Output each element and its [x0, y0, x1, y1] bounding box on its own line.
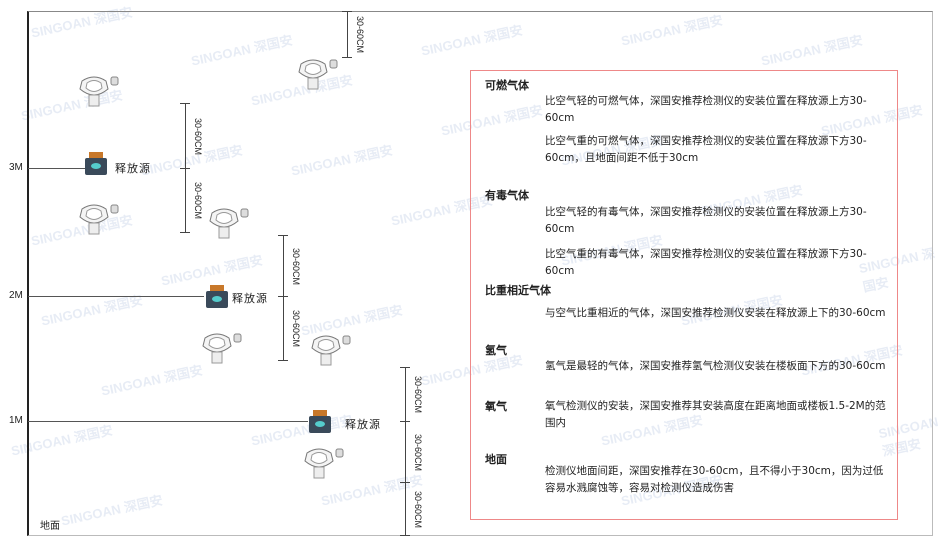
release-source-label: 释放源 [115, 162, 151, 175]
level-line [28, 296, 204, 297]
dimension-line [185, 168, 186, 232]
heading-combustible: 可燃气体 [485, 79, 529, 92]
dimension-label: 30-60CM [413, 490, 423, 528]
dimension-line [405, 482, 406, 535]
text: 与空气比重相近的气体，深国安推荐检测仪安装在释放源上下的30-60cm [545, 307, 886, 319]
level-2m: 2M [9, 290, 23, 301]
dimension-tick [180, 232, 190, 233]
dimension-tick [342, 11, 352, 12]
dimension-label: 30-60CM [193, 117, 203, 155]
text: 比空气轻的可燃气体，深国安推荐检测仪的安装位置在释放源上方30-60cm [545, 95, 867, 124]
gas-detector-icon [310, 334, 352, 370]
dimension-tick [342, 57, 352, 58]
heading-hydrogen: 氢气 [485, 344, 507, 357]
dimension-line [283, 235, 284, 296]
level-line [28, 168, 86, 169]
dimension-line [283, 296, 284, 360]
text: 比空气重的有毒气体，深国安推荐检测仪的安装位置在释放源下方30-60cm [545, 248, 867, 277]
dimension-tick [400, 421, 410, 422]
gas-detector-icon [201, 332, 243, 368]
dimension-tick [278, 235, 288, 236]
dimension-tick [400, 535, 410, 536]
release-source-icon [308, 410, 332, 438]
release-source-icon [84, 152, 108, 180]
gas-detector-icon [78, 75, 120, 111]
dimension-line [405, 421, 406, 482]
dimension-label: 30-60CM [193, 182, 203, 220]
dimension-line [185, 103, 186, 168]
dimension-line [405, 367, 406, 421]
dimension-tick [180, 168, 190, 169]
dimension-tick [278, 360, 288, 361]
release-source-label: 释放源 [232, 292, 268, 305]
dimension-label: 30-60CM [291, 310, 301, 348]
dimension-tick [400, 482, 410, 483]
text: 氧气检测仪的安装，深国安推荐其安装高度在距离地面或楼板1.5-2M的范围内 [545, 400, 886, 429]
release-source-icon [205, 285, 229, 313]
info-panel: 可燃气体 比空气轻的可燃气体，深国安推荐检测仪的安装位置在释放源上方30-60c… [470, 70, 898, 520]
gas-detector-icon [303, 447, 345, 483]
dimension-label: 30-60CM [291, 247, 301, 285]
dimension-tick [400, 367, 410, 368]
text: 检测仪地面间距，深国安推荐在30-60cm，且不得小于30cm，因为过低容易水溅… [545, 465, 884, 494]
text: 比空气重的可燃气体，深国安推荐检测仪的安装位置在释放源下方30-60cm，且地面… [545, 135, 867, 164]
gas-detector-icon [208, 207, 250, 243]
dimension-label: 30-60CM [413, 433, 423, 471]
ground-label: 地面 [40, 521, 60, 532]
dimension-label: 30-60CM [355, 16, 365, 54]
dimension-line [347, 11, 348, 57]
heading-oxygen: 氧气 [485, 400, 507, 413]
diagram-frame [27, 11, 933, 536]
level-1m: 1M [9, 415, 23, 426]
text: 比空气轻的有毒气体，深国安推荐检测仪的安装位置在释放源上方30-60cm [545, 206, 867, 235]
heading-ground: 地面 [485, 453, 507, 466]
dimension-tick [180, 103, 190, 104]
heading-similar: 比重相近气体 [485, 284, 551, 297]
level-3m: 3M [9, 162, 23, 173]
gas-detector-icon [297, 58, 339, 94]
level-line [28, 421, 308, 422]
dimension-tick [278, 296, 288, 297]
dimension-label: 30-60CM [413, 376, 423, 414]
release-source-label: 释放源 [345, 418, 381, 431]
text: 氢气是最轻的气体，深国安推荐氢气检测仪安装在楼板面下方的30-60cm [545, 360, 886, 372]
gas-detector-icon [78, 203, 120, 239]
heading-toxic: 有毒气体 [485, 189, 529, 202]
